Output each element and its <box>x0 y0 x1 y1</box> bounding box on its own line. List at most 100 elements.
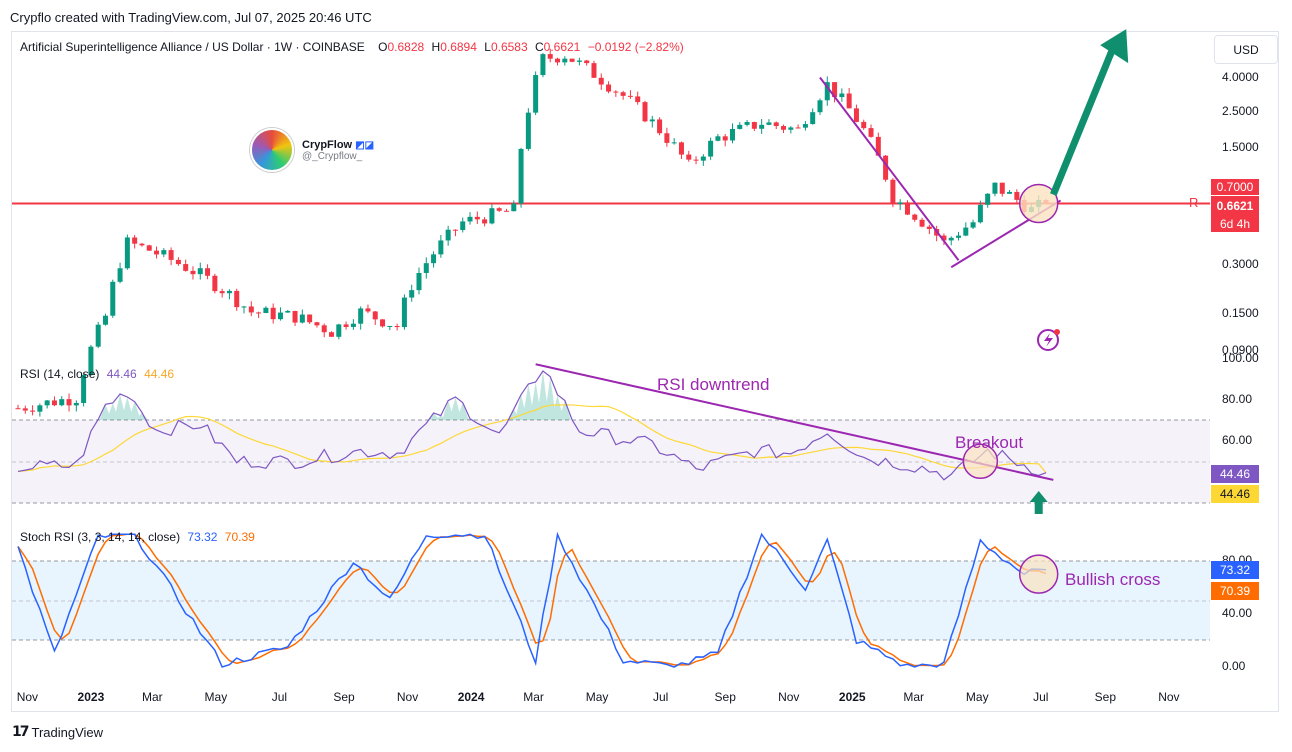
candle-body <box>788 127 794 130</box>
stoch-label: Stoch RSI (3, 3, 14, 14, close) <box>20 530 181 544</box>
high-value: 0.6894 <box>440 40 477 54</box>
candle-body <box>715 136 721 141</box>
rsi-breakout-circle <box>962 443 999 480</box>
candle-body <box>146 245 152 251</box>
candle-body <box>365 308 371 312</box>
candle-body <box>416 272 422 291</box>
author-watermark: CrypFlow ◩◪ @_Crypflow_ <box>250 128 374 172</box>
candle-body <box>766 122 772 125</box>
chart-frame <box>11 31 1279 712</box>
candle-body <box>81 375 87 404</box>
candle-body <box>489 208 495 224</box>
rsi-axis-label: 80.00 <box>1222 392 1253 406</box>
candle-body <box>256 312 262 314</box>
candle-body <box>919 219 925 227</box>
candle-body <box>977 204 983 223</box>
candle-body <box>88 346 94 376</box>
candle-body <box>161 250 167 255</box>
stoch-d-tag: 70.39 <box>1211 582 1259 600</box>
candle-body <box>387 326 393 328</box>
rsi-legend: RSI (14, close) 44.46 44.46 <box>20 367 174 381</box>
open-value: 0.6828 <box>387 40 425 54</box>
x-axis-label: 2023 <box>77 690 105 704</box>
stoch-k-tag: 73.32 <box>1211 561 1259 579</box>
stoch-axis-label: 40.00 <box>1222 606 1253 620</box>
candle-body <box>117 268 123 282</box>
candle-body <box>401 297 407 328</box>
candle-body <box>853 108 859 122</box>
candle-body <box>912 214 918 220</box>
low-label: L <box>484 40 491 54</box>
candle-body <box>591 63 597 78</box>
tradingview-logo-icon: 17 <box>12 724 30 740</box>
rsi-overbought-fill <box>92 371 579 420</box>
candle-body <box>686 154 692 160</box>
candle-body <box>569 58 575 62</box>
flash-icon-dot <box>1054 329 1060 335</box>
bullish-arrow-head <box>1100 29 1129 64</box>
x-axis-label: Nov <box>396 690 419 704</box>
candle-body <box>584 60 590 64</box>
x-axis-label: Mar <box>903 690 925 704</box>
stoch-k-value: 73.32 <box>187 530 218 544</box>
candle-body <box>467 216 473 222</box>
candle-body <box>277 312 283 320</box>
candle-body <box>460 221 466 230</box>
x-axis-label: Mar <box>142 690 163 704</box>
candle-body <box>22 408 28 411</box>
candle-body <box>999 182 1005 194</box>
tradingview-footer[interactable]: 17 TradingView <box>12 724 103 740</box>
tradingview-brand: TradingView <box>31 724 104 740</box>
candle-body <box>810 112 816 125</box>
candle-body <box>868 128 874 137</box>
candle-body <box>678 142 684 155</box>
rsi-value: 44.46 <box>106 367 137 381</box>
candle-body <box>759 124 765 129</box>
candle-body <box>693 159 699 161</box>
candle-body <box>642 102 648 122</box>
candle-body <box>773 122 779 127</box>
candle-body <box>817 100 823 113</box>
candle-body <box>1007 191 1013 194</box>
rsi-axis-label: 60.00 <box>1222 433 1253 447</box>
candle-body <box>832 82 838 98</box>
candle-body <box>737 124 743 129</box>
currency-button[interactable]: USD <box>1214 35 1278 64</box>
candle-body <box>547 54 553 59</box>
candle-body <box>73 403 79 406</box>
candle-body <box>606 84 612 92</box>
candle-body <box>700 156 706 161</box>
bullish-cross-circle <box>1018 554 1059 594</box>
price-tag-last: 0.6621 <box>1211 196 1259 216</box>
candle-body <box>963 227 969 236</box>
x-axis-label: Sep <box>333 690 355 704</box>
candle-body <box>649 119 655 122</box>
candle-body <box>329 332 335 337</box>
price-axis-label: 4.0000 <box>1222 70 1259 84</box>
flash-icon-bolt <box>1044 333 1053 347</box>
candle-body <box>190 270 196 275</box>
candle-body <box>824 82 830 101</box>
bullish-cross-annotation: Bullish cross <box>1065 570 1161 589</box>
candle-body <box>372 311 378 320</box>
candle-body <box>110 281 116 316</box>
candle-body <box>1014 191 1020 200</box>
author-handle: @_Crypflow_ <box>302 150 363 162</box>
flash-icon <box>1037 329 1059 351</box>
candle-body <box>904 202 910 215</box>
close-label: C <box>534 40 544 54</box>
candle-body <box>518 148 524 204</box>
chart-header-title: Crypflo created with TradingView.com, Ju… <box>10 10 372 25</box>
price-tag-countdown: 6d 4h <box>1211 216 1259 232</box>
change-value: −0.0192 (−2.82%) <box>587 40 684 54</box>
author-avatar <box>250 128 294 172</box>
candle-body <box>744 122 750 125</box>
candle-body <box>781 126 787 130</box>
candle-body <box>66 399 72 406</box>
breakout-arrow-icon <box>1029 491 1048 514</box>
candle-body <box>139 243 145 246</box>
candle-body <box>941 235 947 241</box>
candle-body <box>343 324 349 327</box>
x-axis-label: Jul <box>652 690 669 704</box>
